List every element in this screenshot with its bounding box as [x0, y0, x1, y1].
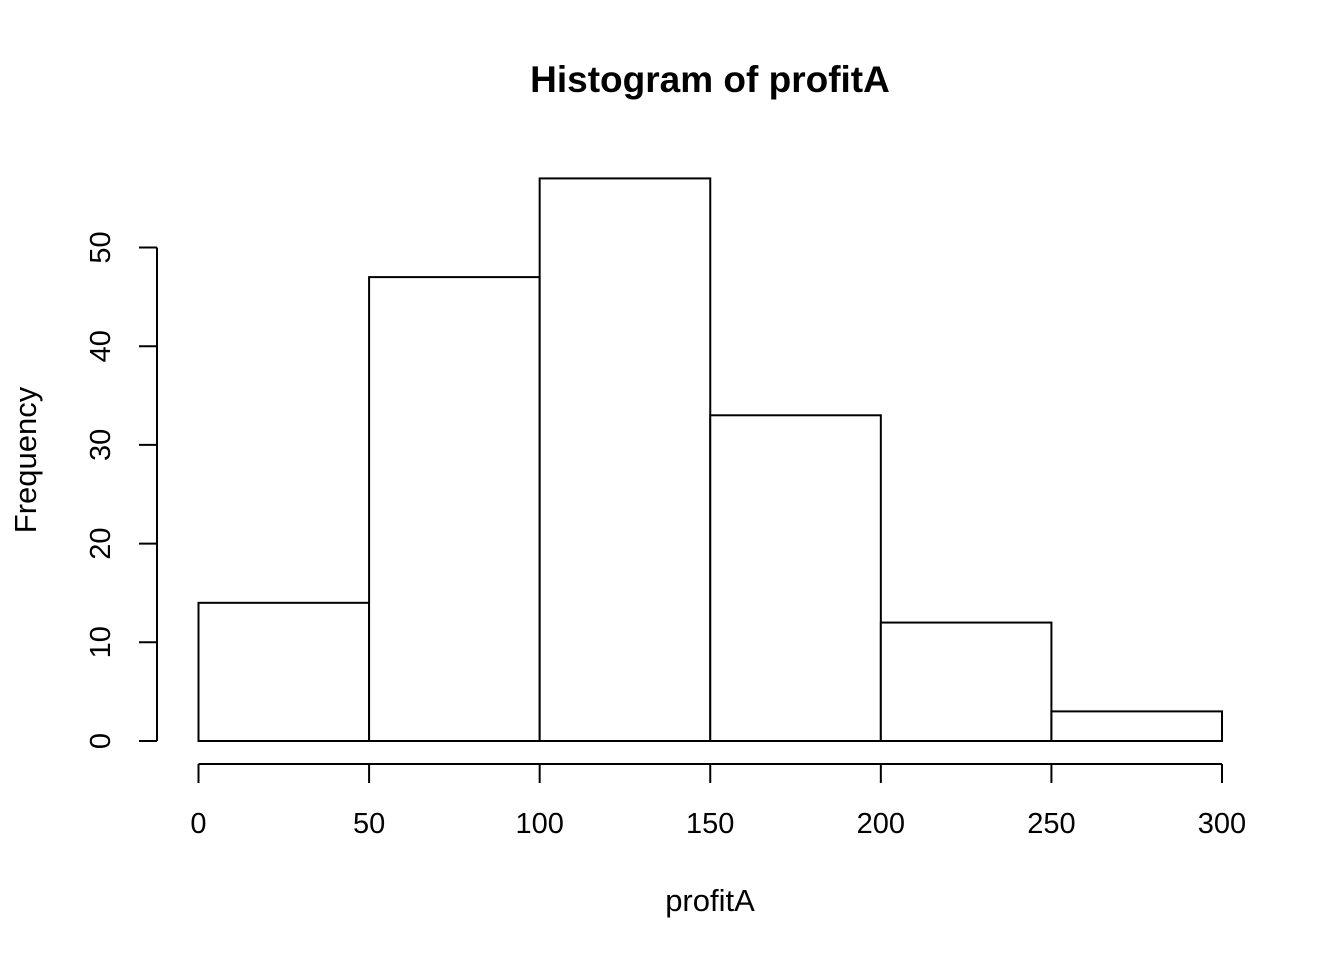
- x-axis: 0 50 100 150 200 250 300: [190, 763, 1246, 840]
- x-tick-label: 250: [1027, 808, 1075, 840]
- y-tick-label: 30: [85, 429, 117, 461]
- bars-group: [197, 177, 1223, 743]
- histogram-bar: [538, 177, 712, 743]
- x-tick-label: 200: [857, 808, 905, 840]
- x-axis-label: profitA: [665, 883, 755, 918]
- chart-title: Histogram of profitA: [530, 59, 890, 100]
- histogram-bar: [709, 414, 882, 742]
- y-axis-label: Frequency: [8, 386, 43, 533]
- x-tick-label: 150: [686, 808, 734, 840]
- y-tick-label: 0: [85, 733, 117, 749]
- histogram-bar: [1050, 710, 1223, 743]
- x-tick-label: 50: [353, 808, 385, 840]
- y-tick-label: 10: [85, 626, 117, 658]
- y-tick-label: 40: [85, 330, 117, 362]
- x-tick-label: 300: [1198, 808, 1246, 840]
- histogram-bar: [197, 601, 371, 742]
- histogram-bar: [368, 276, 541, 742]
- y-tick-label: 20: [85, 527, 117, 559]
- x-tick-label: 100: [515, 808, 563, 840]
- y-tick-label: 50: [85, 231, 117, 263]
- y-axis: 0 10 20 30 40 50: [85, 231, 158, 749]
- histogram-bar: [879, 621, 1053, 742]
- x-tick-label: 0: [190, 808, 206, 840]
